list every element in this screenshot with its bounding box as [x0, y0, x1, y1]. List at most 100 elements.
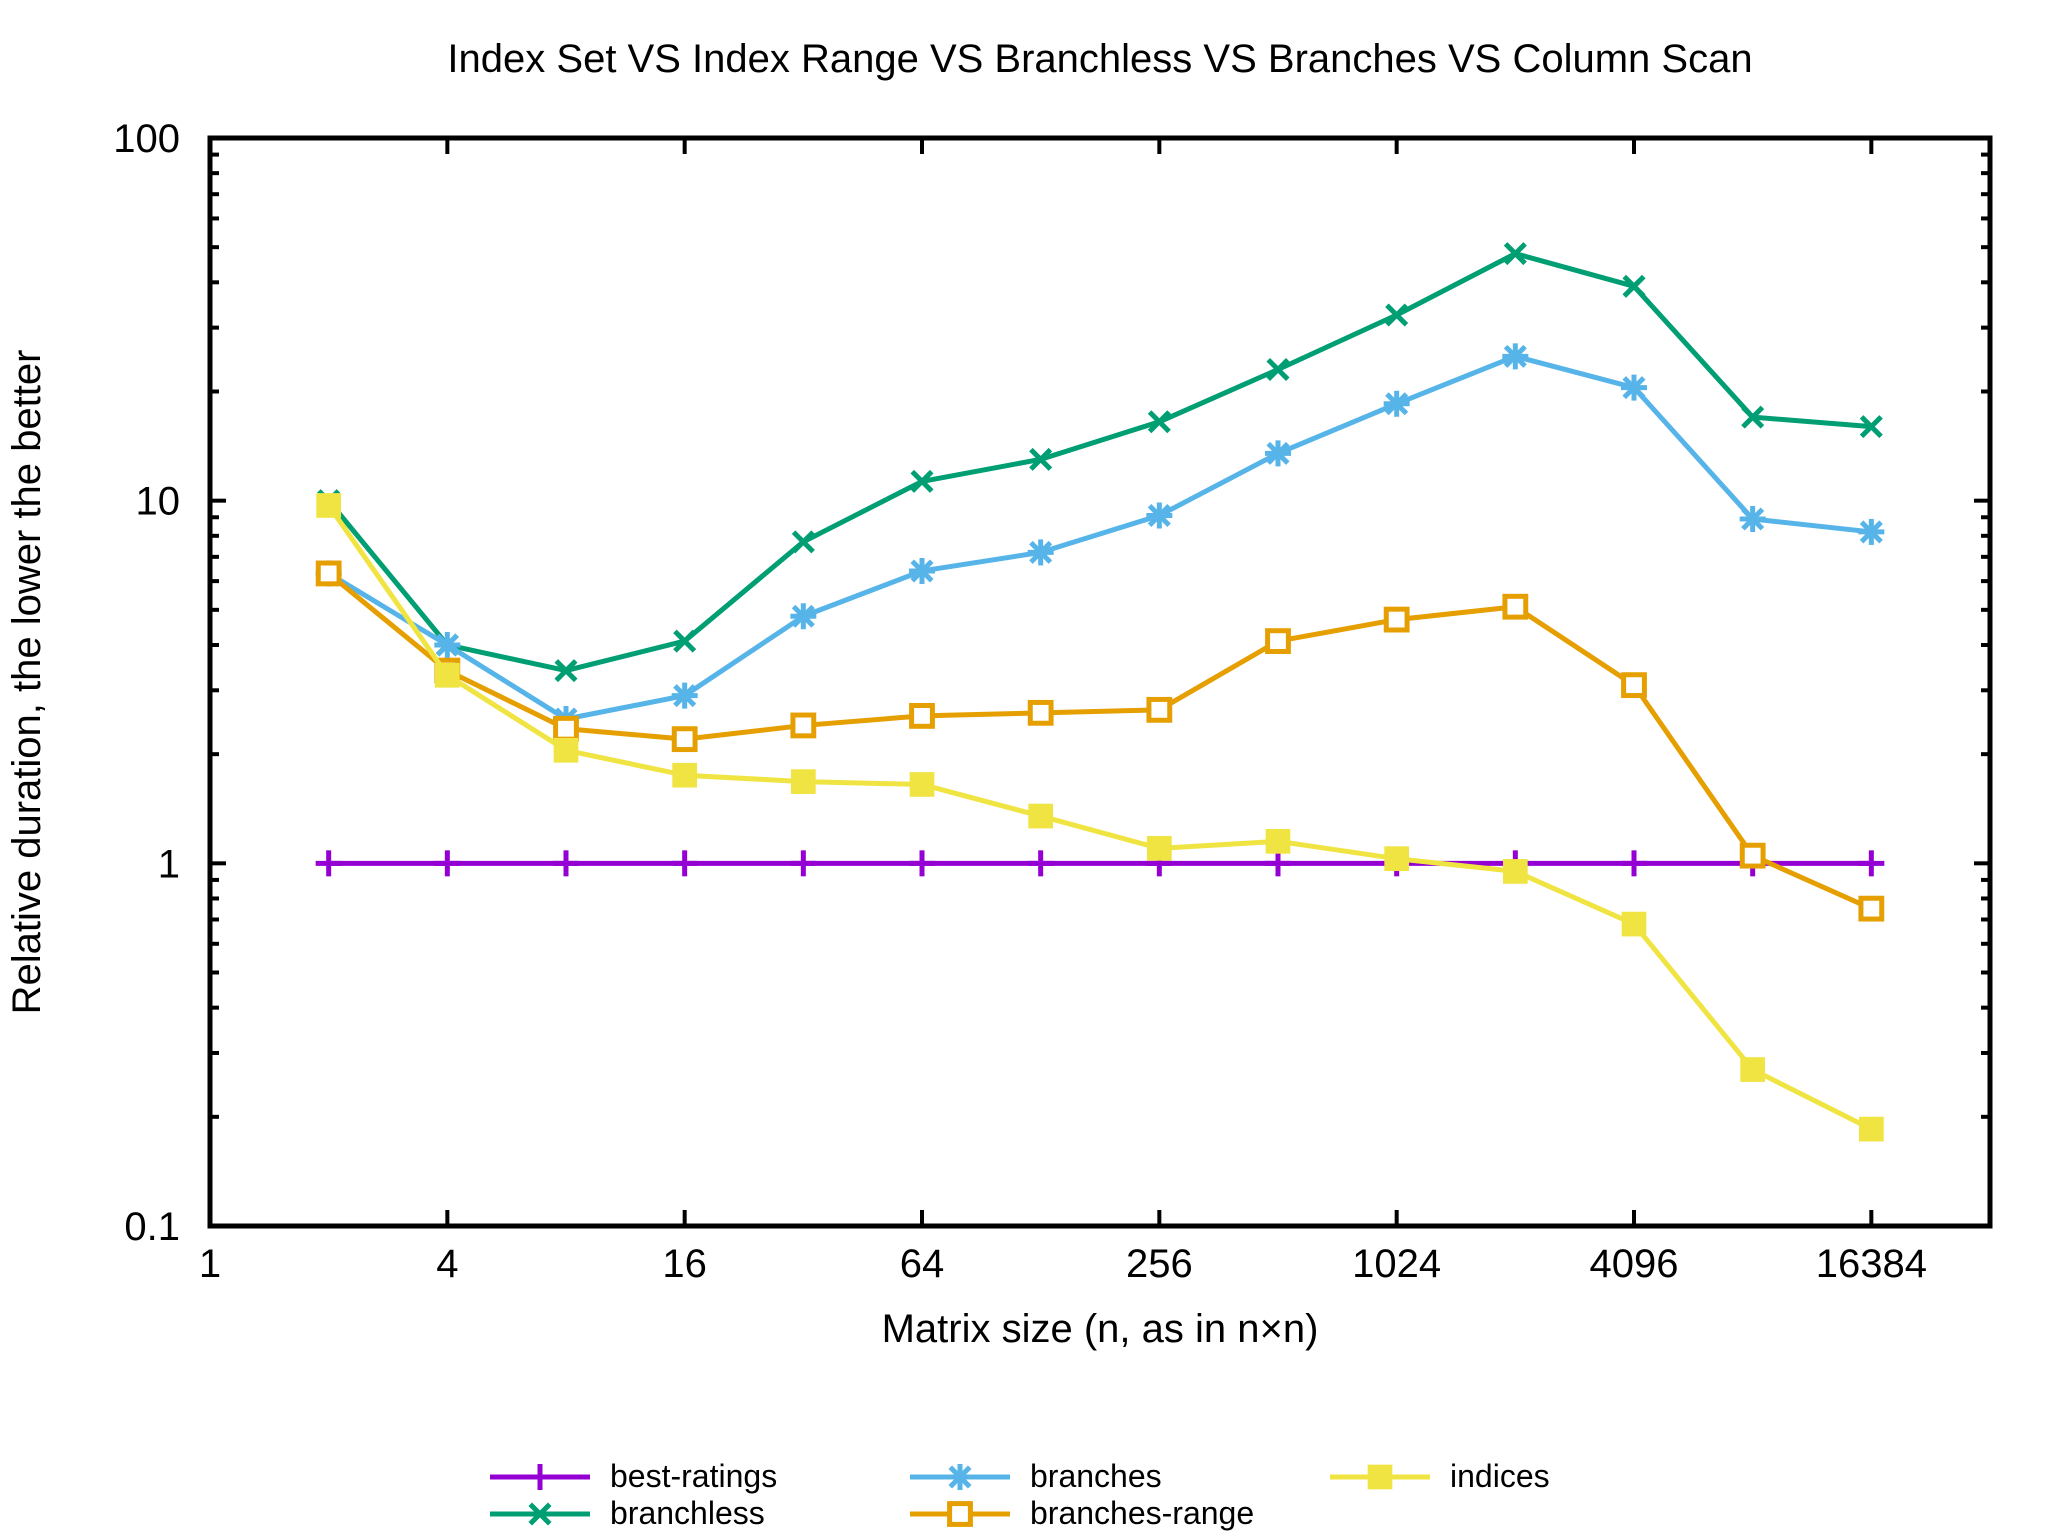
- data-point: [315, 560, 342, 587]
- data-point: [909, 850, 935, 877]
- legend-entry-indices: indices: [1330, 1458, 1550, 1494]
- data-point: [1739, 506, 1766, 533]
- data-point: [528, 1502, 552, 1526]
- data-point: [909, 772, 935, 797]
- x-axis-label: Matrix size (n, as in n×n): [882, 1307, 1319, 1351]
- data-point: [1265, 828, 1291, 854]
- x-tick-label: 1024: [1352, 1242, 1441, 1286]
- series-branches-range: [315, 560, 1885, 922]
- data-point: [1858, 850, 1885, 877]
- y-tick-label: 10: [136, 480, 181, 524]
- legend-label: branches-range: [1030, 1495, 1254, 1531]
- data-point: [790, 769, 816, 794]
- data-point: [1858, 895, 1885, 922]
- y-tick-label: 100: [113, 117, 180, 161]
- series-line: [327, 571, 1873, 911]
- data-point: [1029, 447, 1053, 471]
- x-tick-label: 16384: [1816, 1242, 1927, 1286]
- data-point: [316, 493, 342, 518]
- x-tick-label: 16: [662, 1242, 707, 1286]
- plot-frame: [207, 135, 1993, 1229]
- data-point: [1266, 357, 1290, 381]
- data-point: [790, 712, 817, 739]
- series-indices: [316, 493, 1884, 1142]
- data-point: [1265, 850, 1291, 877]
- data-point: [1384, 846, 1410, 872]
- data-point: [791, 530, 815, 554]
- data-point: [1621, 911, 1647, 937]
- x-tick-label: 1: [199, 1242, 221, 1286]
- data-point: [1858, 1116, 1884, 1142]
- y-axis-label: Relative duration, the lower the better: [5, 350, 49, 1015]
- data-point: [671, 682, 698, 709]
- data-point: [673, 629, 697, 653]
- legend-entry-branches: branches: [910, 1458, 1162, 1494]
- data-point: [434, 662, 460, 688]
- chart-title: Index Set VS Index Range VS Branchless V…: [447, 37, 1752, 81]
- axis-ticks: [208, 138, 1990, 1228]
- data-point: [1383, 390, 1410, 417]
- data-point: [1622, 274, 1646, 298]
- data-point: [671, 726, 698, 753]
- series-group: [315, 242, 1885, 1142]
- data-point: [671, 850, 698, 877]
- data-point: [1146, 835, 1172, 861]
- data-point: [1146, 696, 1173, 723]
- legend-entry-branchless: branchless: [490, 1495, 765, 1531]
- legend-label: branches: [1030, 1458, 1162, 1494]
- data-point: [553, 737, 579, 763]
- legend-entry-branches-range: branches-range: [910, 1495, 1254, 1531]
- data-point: [672, 762, 698, 788]
- data-point: [554, 659, 578, 683]
- data-point: [1621, 374, 1647, 401]
- x-tick-label: 256: [1126, 1242, 1193, 1286]
- data-point: [1146, 502, 1173, 529]
- data-point: [315, 850, 342, 877]
- data-point: [1502, 343, 1529, 370]
- y-tick-label: 0.1: [124, 1205, 180, 1249]
- data-point: [1383, 606, 1410, 633]
- data-point: [1859, 415, 1883, 439]
- legend-entry-best-ratings: best-ratings: [490, 1458, 777, 1494]
- data-point: [790, 603, 817, 630]
- data-point: [947, 1501, 973, 1527]
- data-point: [1367, 1464, 1393, 1490]
- y-tick-labels: 0.1 1 10 100: [113, 117, 180, 1249]
- data-point: [1621, 850, 1647, 877]
- data-point: [1502, 593, 1529, 620]
- data-point: [553, 715, 579, 742]
- data-point: [909, 557, 935, 584]
- legend-label: best-ratings: [610, 1458, 777, 1494]
- data-point: [553, 850, 579, 877]
- series-line: [326, 251, 1872, 674]
- data-point: [1265, 440, 1291, 467]
- data-point: [1621, 672, 1647, 699]
- data-point: [1741, 405, 1765, 429]
- x-tick-label: 4096: [1590, 1242, 1679, 1286]
- data-point: [527, 1464, 553, 1490]
- data-point: [947, 1464, 973, 1490]
- data-point: [1265, 628, 1291, 654]
- data-point: [909, 702, 935, 729]
- data-point: [1739, 842, 1766, 869]
- x-tick-label: 4: [436, 1242, 458, 1286]
- data-point: [1502, 859, 1528, 884]
- data-point: [910, 469, 934, 493]
- x-tick-label: 64: [900, 1242, 945, 1286]
- data-point: [1503, 242, 1527, 266]
- data-point: [1027, 850, 1054, 877]
- data-point: [434, 850, 461, 877]
- data-point: [1858, 518, 1885, 545]
- x-tick-labels: 1 4 16 64 256 1024 4096 16384: [199, 1242, 1927, 1286]
- data-point: [1027, 539, 1054, 566]
- series-line: [326, 504, 1873, 1132]
- series-branchless: [317, 242, 1883, 683]
- y-tick-label: 1: [158, 842, 180, 886]
- data-point: [1147, 410, 1171, 434]
- data-point: [1385, 303, 1409, 327]
- data-point: [1027, 699, 1054, 726]
- legend-label: indices: [1450, 1458, 1550, 1494]
- series-best-ratings: [315, 850, 1885, 877]
